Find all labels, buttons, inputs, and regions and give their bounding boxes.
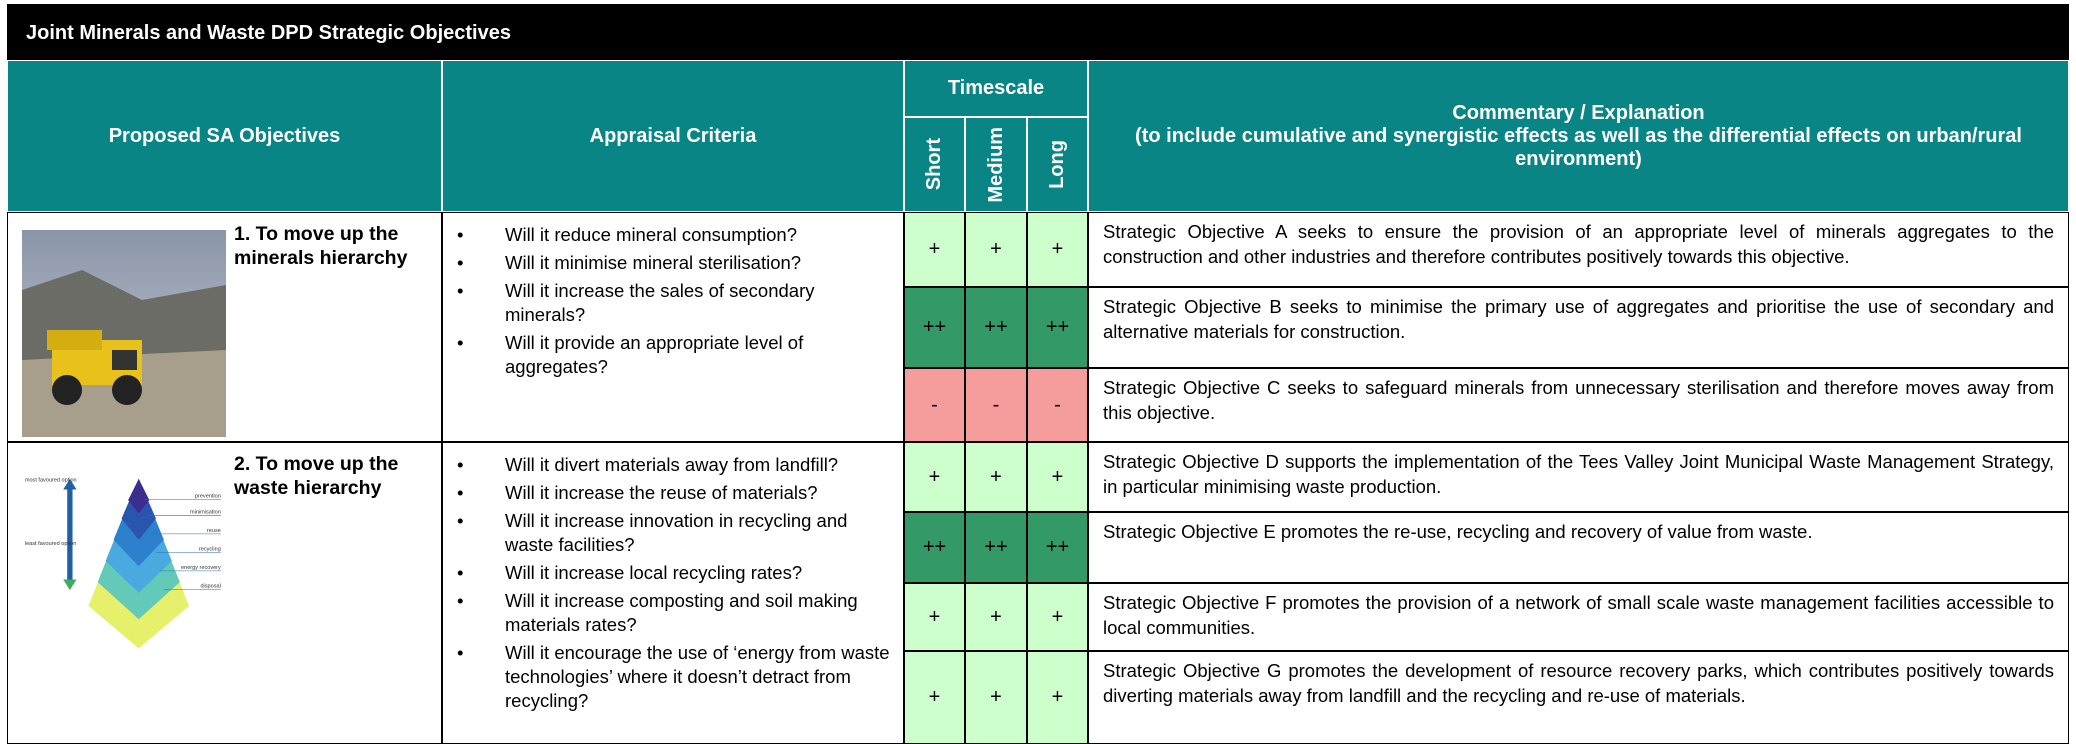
header-timescale: Timescale [904,60,1088,117]
pyramid-label: disposal [200,583,220,589]
criteria-cell: Will it divert materials away from landf… [442,442,904,744]
commentary: Strategic Objective G promotes the devel… [1088,651,2069,744]
criteria-list: Will it divert materials away from landf… [443,453,893,713]
score: - [904,368,965,442]
pyramid-label: least favoured option [25,541,76,547]
header-objectives: Proposed SA Objectives [7,60,442,212]
criterion: Will it increase the sales of secondary … [443,279,893,327]
timescale-col: Short [904,117,965,212]
score: + [904,651,965,744]
score: + [904,212,965,287]
pyramid-label: energy recovery [181,565,221,571]
score: - [1027,368,1088,442]
score: ++ [1027,512,1088,583]
pyramid-label: minimisation [190,509,221,515]
score: - [965,368,1027,442]
objective: 2. To move up the waste hierarchy [234,453,399,500]
score: + [1027,651,1088,744]
pyramid-label: prevention [195,493,221,499]
score: ++ [1027,287,1088,368]
criterion: Will it provide an appropriate level of … [443,331,893,379]
pyramid-label: recycling [199,546,221,552]
criterion: Will it increase innovation in recycling… [443,509,893,557]
tier [128,478,150,514]
score: + [965,212,1027,287]
score: ++ [965,512,1027,583]
commentary: Strategic Objective A seeks to ensure th… [1088,212,2069,287]
commentary: Strategic Objective D supports the imple… [1088,442,2069,512]
pyramid-label: reuse [207,528,221,534]
header-text: Commentary / Explanation [1452,101,1705,124]
pyramid-label: most favoured option [25,478,77,484]
objective: 1. To move up the minerals hierarchy [234,223,408,270]
arrow-head [63,579,77,591]
score: + [965,442,1027,512]
timescale-label: Short [923,138,945,191]
page-title: Joint Minerals and Waste DPD Strategic O… [7,4,2069,60]
score: + [1027,583,1088,651]
criteria-cell: Will it reduce mineral consumption? Will … [442,212,904,442]
score: + [1027,212,1088,287]
criterion: Will it encourage the use of ‘energy fro… [443,641,893,713]
score: ++ [965,287,1027,368]
commentary: Strategic Objective E promotes the re-us… [1088,512,2069,583]
pyramid-image: prevention minimisation reuse recycling ener… [25,478,221,649]
timescale-label: Long [1046,140,1068,189]
waste-pyramid: prevention minimisation reuse recycling ener… [22,463,225,655]
score: + [1027,442,1088,512]
commentary: Strategic Objective C seeks to safeguard… [1088,368,2069,442]
criterion: Will it divert materials away from landf… [443,453,893,477]
criterion: Will it reduce mineral consumption? [443,223,893,247]
header-text: (to include cumulative and synergistic e… [1135,124,2022,170]
criteria-list: Will it reduce mineral consumption? Will … [443,223,893,379]
criterion: Will it increase the reuse of materials? [443,481,893,505]
truck-image [22,230,226,437]
commentary: Strategic Objective F promotes the provi… [1088,583,2069,651]
score: + [965,583,1027,651]
truck-photo [22,230,226,437]
score: ++ [904,287,965,368]
arrow [63,478,77,580]
timescale-col: Long [1027,117,1088,212]
objective-cell [7,212,442,442]
criterion: Will it increase composting and soil mak… [443,589,893,637]
timescale-col: Medium [965,117,1027,212]
commentary: Strategic Objective B seeks to minimise … [1088,287,2069,368]
criterion: Will it minimise mineral sterilisation? [443,251,893,275]
criterion: Will it increase local recycling rates? [443,561,893,585]
score: + [904,583,965,651]
timescale-label: Medium [984,126,1007,203]
score: ++ [904,512,965,583]
score: + [965,651,1027,744]
header-criteria: Appraisal Criteria [442,60,904,212]
header-commentary: Commentary / Explanation (to include cumu… [1088,60,2069,212]
score: + [904,442,965,512]
